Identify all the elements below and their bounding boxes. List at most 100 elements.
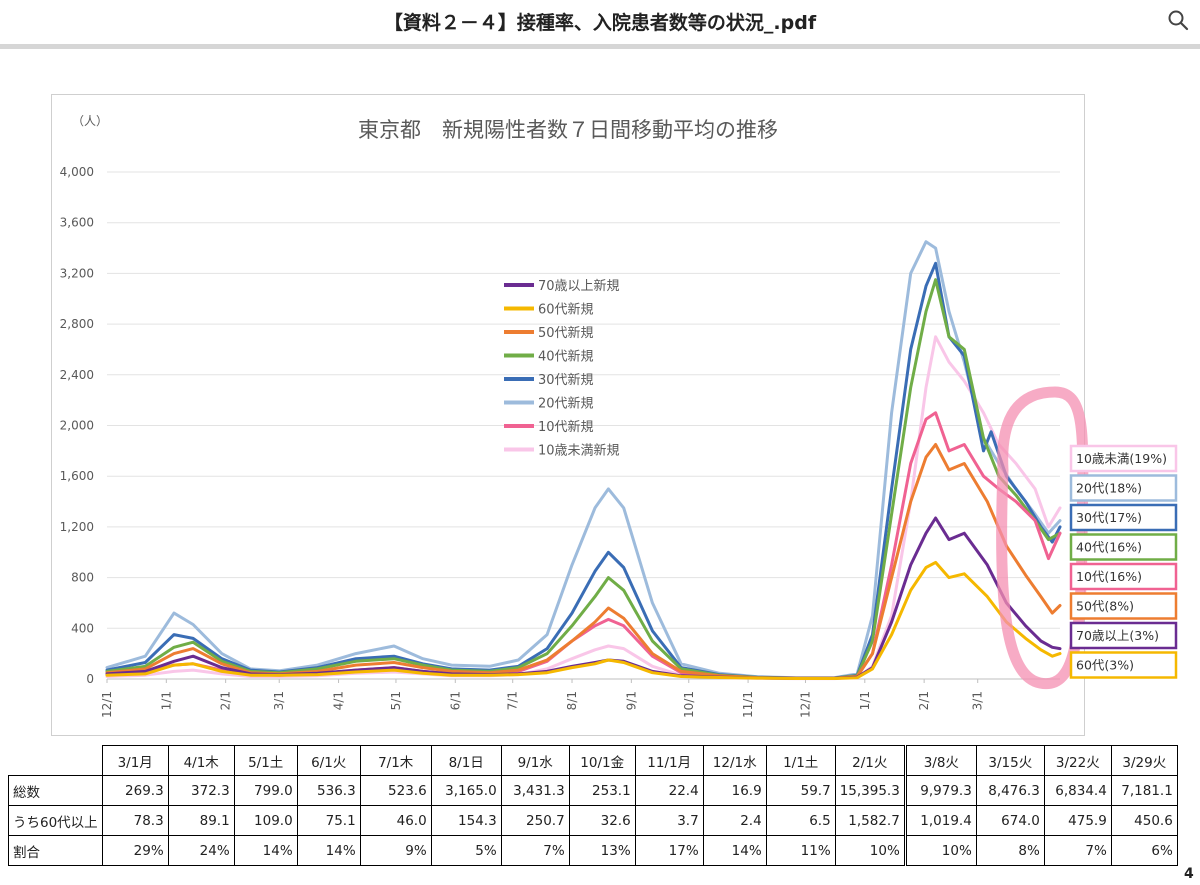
page-number: 4 xyxy=(1184,866,1194,882)
table-cell: 154.3 xyxy=(430,805,502,836)
legend-label: 30代新規 xyxy=(538,372,594,388)
table-cell: 9,979.3 xyxy=(903,775,977,806)
table-header-cell: 3/29火 xyxy=(1110,745,1178,776)
chart-title: 東京都 新規陽性者数７日間移動平均の推移 xyxy=(358,118,778,142)
y-tick-label: 3,600 xyxy=(60,216,94,230)
table-cell: 24% xyxy=(167,835,235,866)
annotation-box xyxy=(1069,562,1178,591)
table-cell: 536.3 xyxy=(296,775,361,806)
annotation-label: 60代(3%) xyxy=(1076,658,1134,673)
table-cell: 32.6 xyxy=(568,805,636,836)
y-tick-label: 2,400 xyxy=(60,368,94,382)
table-cell: 13% xyxy=(568,835,636,866)
table-header-cell: 1/1土 xyxy=(765,745,836,776)
legend-label: 20代新規 xyxy=(538,396,594,412)
y-tick-label: 4,000 xyxy=(60,165,94,179)
y-tick-label: 2,800 xyxy=(60,317,94,331)
table-cell: 253.1 xyxy=(568,775,636,806)
x-tick-label: 2/1 xyxy=(917,691,931,710)
legend-label: 50代新規 xyxy=(538,325,594,341)
table-header-cell: 3/15火 xyxy=(975,745,1045,776)
y-tick-label: 1,200 xyxy=(60,520,94,534)
annotation-label: 50代(8%) xyxy=(1076,599,1134,614)
table-cell: 3,165.0 xyxy=(430,775,502,806)
table-header-cell: 2/1火 xyxy=(834,745,906,776)
table-header-cell: 10/1金 xyxy=(568,745,636,776)
annotation-label: 70歳以上(3%) xyxy=(1076,628,1159,643)
table-cell: 7,181.1 xyxy=(1110,775,1178,806)
table-cell: 29% xyxy=(101,835,169,866)
table-cell: 6.5 xyxy=(765,805,836,836)
table-cell: 78.3 xyxy=(101,805,169,836)
table-cell: 8% xyxy=(975,835,1045,866)
table-header-cell: 3/22火 xyxy=(1043,745,1112,776)
x-tick-label: 8/1 xyxy=(565,691,579,710)
table-cell: 11% xyxy=(765,835,836,866)
x-tick-label: 9/1 xyxy=(624,691,638,710)
table-cell: 523.6 xyxy=(359,775,432,806)
annotation-label: 40代(16%) xyxy=(1076,540,1142,555)
x-tick-label: 4/1 xyxy=(332,691,346,710)
y-tick-label: 3,200 xyxy=(60,266,94,280)
x-tick-label: 3/1 xyxy=(971,691,985,710)
table-row-label: うち60代以上 xyxy=(8,805,103,836)
search-icon[interactable] xyxy=(1166,8,1190,32)
y-tick-label: 1,600 xyxy=(60,469,94,483)
table-cell: 3.7 xyxy=(634,805,704,836)
series-line xyxy=(105,278,1062,680)
chart-svg: 東京都 新規陽性者数７日間移動平均の推移 （人） 0 400 800 1,200 1,600… xyxy=(60,114,1062,718)
legend-label: 40代新規 xyxy=(538,349,594,365)
annotation-box xyxy=(1069,651,1178,679)
table-header-cell: 5/1土 xyxy=(233,745,298,776)
legend-label: 60代新規 xyxy=(538,302,594,318)
table-header-cell: 11/1月 xyxy=(634,745,704,776)
table-cell: 372.3 xyxy=(167,775,235,806)
table-cell: 17% xyxy=(634,835,704,866)
table-header-cell: 12/1水 xyxy=(702,745,767,776)
annotation-label: 10歳未満(19%) xyxy=(1076,451,1167,466)
table-cell: 6% xyxy=(1110,835,1178,866)
table-cell: 5% xyxy=(430,835,502,866)
table-cell: 14% xyxy=(233,835,298,866)
x-tick-label: 10/1 xyxy=(682,691,696,718)
annotation-label: 30代(17%) xyxy=(1076,510,1142,525)
table-header-row: 3/1月 4/1木 5/1土 6/1火 7/1木 8/1日 9/1水 10/1金 11/1月 12… xyxy=(8,745,1178,776)
x-tick-label: 12/1 xyxy=(100,691,114,718)
table-cell: 269.3 xyxy=(101,775,169,806)
table-header-cell: 6/1火 xyxy=(296,745,361,776)
legend-label: 10代新規 xyxy=(538,419,594,435)
legend-label: 10歳未満新規 xyxy=(538,443,620,459)
annotation-box xyxy=(1069,621,1178,650)
table-cell: 10% xyxy=(903,835,977,866)
x-tick-label: 3/1 xyxy=(272,691,286,710)
table-cell: 6,834.4 xyxy=(1043,775,1112,806)
table-cell: 16.9 xyxy=(702,775,767,806)
table-cell: 2.4 xyxy=(702,805,767,836)
table-cell: 450.6 xyxy=(1110,805,1178,836)
table-cell: 15,395.3 xyxy=(834,775,906,806)
annotation-label: 10代(16%) xyxy=(1076,569,1142,584)
table-cell: 1,582.7 xyxy=(834,805,906,836)
annotation-box xyxy=(1069,533,1178,561)
x-tick-label: 1/1 xyxy=(858,691,872,710)
table-cell: 14% xyxy=(702,835,767,866)
table-cell: 8,476.3 xyxy=(975,775,1045,806)
table-cell: 674.0 xyxy=(975,805,1045,836)
x-tick-label: 11/1 xyxy=(741,691,755,718)
table-cell: 1,019.4 xyxy=(903,805,977,836)
table-cell: 7% xyxy=(500,835,570,866)
annotation-box xyxy=(1069,592,1178,620)
y-tick-label: 800 xyxy=(71,571,94,585)
table-cell: 59.7 xyxy=(765,775,836,806)
table-header-cell: 8/1日 xyxy=(430,745,502,776)
table-cell: 75.1 xyxy=(296,805,361,836)
annotation-label: 20代(18%) xyxy=(1076,481,1142,496)
viewer-toolbar: 【資料２－４】接種率、入院患者数等の状況_.pdf xyxy=(0,0,1200,49)
stats-table: 3/1月 4/1木 5/1土 6/1火 7/1木 8/1日 9/1水 10/1金 11/1月 12… xyxy=(8,745,1178,866)
table-header-cell: 3/1月 xyxy=(101,745,169,776)
legend-label: 70歳以上新規 xyxy=(538,278,620,294)
table-cell: 46.0 xyxy=(359,805,432,836)
x-tick-label: 6/1 xyxy=(448,691,462,710)
table-row-label: 総数 xyxy=(8,775,103,806)
